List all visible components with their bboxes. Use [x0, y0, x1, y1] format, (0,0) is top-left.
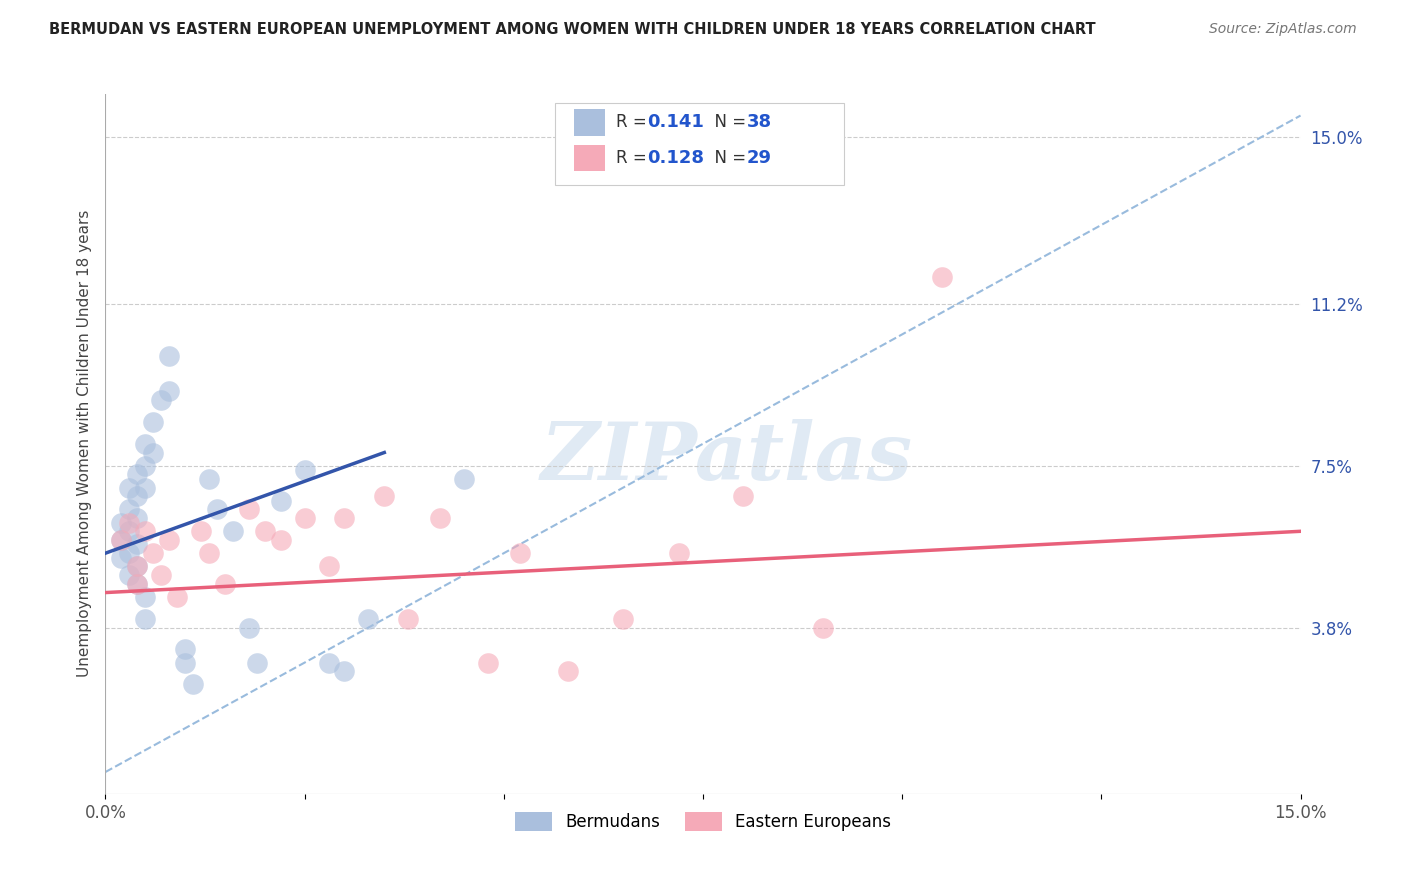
- Point: [238, 502, 260, 516]
- Text: 29: 29: [747, 149, 772, 167]
- Point: [127, 577, 149, 591]
- Text: R =: R =: [616, 149, 652, 167]
- Point: [731, 489, 754, 503]
- Point: [142, 546, 165, 560]
- Point: [373, 489, 395, 503]
- Point: [198, 472, 221, 486]
- Point: [150, 392, 173, 407]
- Point: [127, 489, 149, 503]
- Point: [157, 384, 180, 399]
- Point: [294, 463, 316, 477]
- Point: [127, 511, 149, 525]
- Text: N =: N =: [704, 113, 752, 131]
- Point: [127, 577, 149, 591]
- Point: [811, 621, 834, 635]
- Point: [270, 493, 292, 508]
- Point: [253, 524, 276, 539]
- Point: [110, 533, 132, 547]
- Point: [118, 546, 141, 560]
- Point: [333, 511, 356, 525]
- Point: [181, 677, 204, 691]
- Point: [166, 590, 188, 604]
- Text: N =: N =: [704, 149, 752, 167]
- Point: [157, 533, 180, 547]
- Text: BERMUDAN VS EASTERN EUROPEAN UNEMPLOYMENT AMONG WOMEN WITH CHILDREN UNDER 18 YEA: BERMUDAN VS EASTERN EUROPEAN UNEMPLOYMEN…: [49, 22, 1095, 37]
- Point: [453, 472, 475, 486]
- Point: [174, 642, 197, 657]
- Point: [174, 656, 197, 670]
- Point: [110, 550, 132, 565]
- Text: ZIPatlas: ZIPatlas: [541, 419, 912, 497]
- Point: [318, 656, 340, 670]
- Text: R =: R =: [616, 113, 652, 131]
- Point: [127, 467, 149, 482]
- Point: [198, 546, 221, 560]
- Point: [134, 458, 156, 473]
- Point: [396, 612, 419, 626]
- Point: [142, 445, 165, 459]
- Point: [668, 546, 690, 560]
- Point: [142, 415, 165, 429]
- Point: [477, 656, 499, 670]
- Point: [118, 481, 141, 495]
- Text: 0.128: 0.128: [647, 149, 704, 167]
- Point: [150, 568, 173, 582]
- Point: [110, 516, 132, 530]
- Point: [333, 665, 356, 679]
- Point: [190, 524, 212, 539]
- Point: [127, 537, 149, 551]
- Point: [557, 665, 579, 679]
- Y-axis label: Unemployment Among Women with Children Under 18 years: Unemployment Among Women with Children U…: [76, 211, 91, 677]
- Point: [318, 559, 340, 574]
- Point: [238, 621, 260, 635]
- Point: [214, 577, 236, 591]
- Text: 38: 38: [747, 113, 772, 131]
- Point: [246, 656, 269, 670]
- Text: Source: ZipAtlas.com: Source: ZipAtlas.com: [1209, 22, 1357, 37]
- Point: [127, 559, 149, 574]
- Point: [134, 481, 156, 495]
- Point: [127, 559, 149, 574]
- Point: [612, 612, 634, 626]
- Point: [931, 270, 953, 285]
- Point: [118, 516, 141, 530]
- Point: [134, 590, 156, 604]
- Point: [222, 524, 245, 539]
- Point: [429, 511, 451, 525]
- Point: [118, 568, 141, 582]
- Point: [205, 502, 228, 516]
- Point: [134, 524, 156, 539]
- Point: [270, 533, 292, 547]
- Point: [134, 436, 156, 450]
- Point: [509, 546, 531, 560]
- Point: [134, 612, 156, 626]
- Point: [294, 511, 316, 525]
- Text: 0.141: 0.141: [647, 113, 703, 131]
- Point: [357, 612, 380, 626]
- Point: [118, 502, 141, 516]
- Point: [118, 524, 141, 539]
- Point: [157, 349, 180, 363]
- Point: [110, 533, 132, 547]
- Legend: Bermudans, Eastern Europeans: Bermudans, Eastern Europeans: [509, 805, 897, 838]
